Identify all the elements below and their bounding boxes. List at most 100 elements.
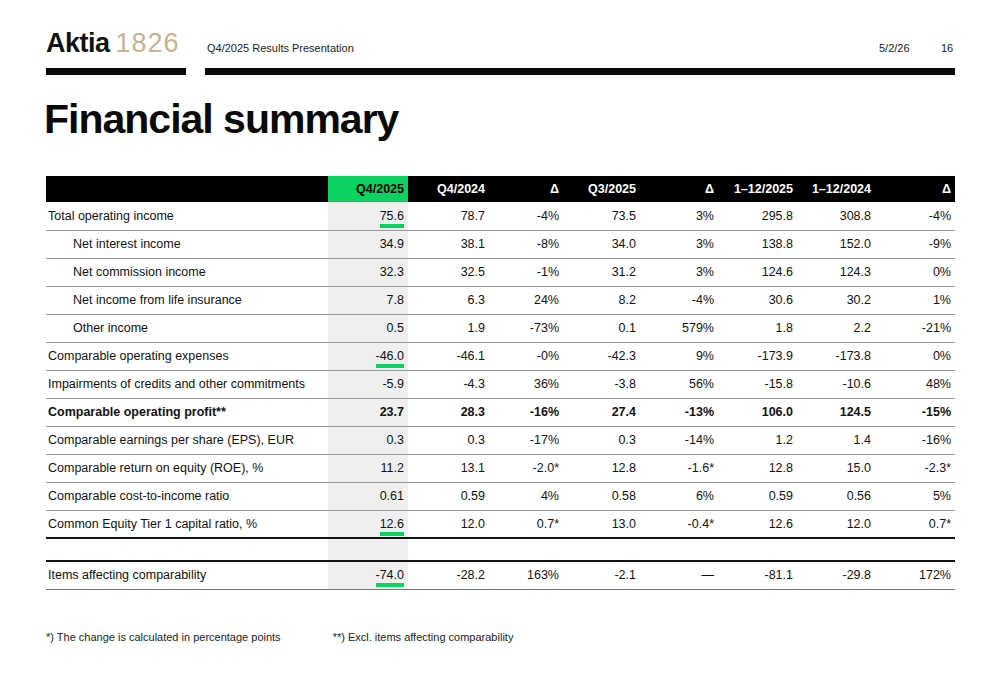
- cell-value: 124.3: [797, 258, 875, 286]
- cell-value: [875, 538, 955, 561]
- cell-value: 31.2: [563, 258, 640, 286]
- cell-value: 28.3: [408, 398, 489, 426]
- cell-value: 34.9: [328, 230, 408, 258]
- cell-value: 13.0: [563, 510, 640, 538]
- highlighted-value: -74.0: [376, 568, 405, 587]
- table-row: Net commission income32.332.5-1%31.23%12…: [46, 258, 955, 286]
- cell-value: 0.1: [563, 314, 640, 342]
- cell-value: —: [640, 561, 718, 589]
- cell-value: -15%: [875, 398, 955, 426]
- cell-value: -74.0: [328, 561, 408, 589]
- table-row: Impairments of credits and other commitm…: [46, 370, 955, 398]
- cell-value: [718, 538, 797, 561]
- table-row: Net interest income34.938.1-8%34.03%138.…: [46, 230, 955, 258]
- cell-value: -14%: [640, 426, 718, 454]
- cell-value: -16%: [875, 426, 955, 454]
- cell-value: 308.8: [797, 202, 875, 230]
- cell-value: 12.6: [328, 510, 408, 538]
- cell-value: 0.7*: [875, 510, 955, 538]
- cell-value: 3%: [640, 230, 718, 258]
- table-row: Comparable cost-to-income ratio0.610.594…: [46, 482, 955, 510]
- column-header: 1–12/2025: [718, 176, 797, 202]
- cell-value: 12.8: [563, 454, 640, 482]
- table-row: Other income0.51.9-73%0.1579%1.82.2-21%: [46, 314, 955, 342]
- column-header: Q4/2024: [408, 176, 489, 202]
- cell-value: 0.59: [408, 482, 489, 510]
- row-label: Comparable earnings per share (EPS), EUR: [46, 426, 328, 454]
- spacer-row: [46, 538, 955, 561]
- cell-value: -46.0: [328, 342, 408, 370]
- cell-value: 0.7*: [489, 510, 563, 538]
- cell-value: -1%: [489, 258, 563, 286]
- cell-value: -29.8: [797, 561, 875, 589]
- cell-value: 6.3: [408, 286, 489, 314]
- cell-value: 1%: [875, 286, 955, 314]
- cell-value: 7.8: [328, 286, 408, 314]
- cell-value: 73.5: [563, 202, 640, 230]
- cell-value: -1.6*: [640, 454, 718, 482]
- cell-value: -0%: [489, 342, 563, 370]
- cell-value: 13.1: [408, 454, 489, 482]
- cell-value: -4%: [489, 202, 563, 230]
- cell-value: 36%: [489, 370, 563, 398]
- cell-value: -17%: [489, 426, 563, 454]
- cell-value: -81.1: [718, 561, 797, 589]
- cell-value: -42.3: [563, 342, 640, 370]
- cell-value: 75.6: [328, 202, 408, 230]
- cell-value: 38.1: [408, 230, 489, 258]
- cell-value: -2.1: [563, 561, 640, 589]
- header-divider-left: [46, 68, 186, 75]
- cell-value: 0.58: [563, 482, 640, 510]
- cell-value: -173.9: [718, 342, 797, 370]
- cell-value: 0.5: [328, 314, 408, 342]
- cell-value: 0%: [875, 258, 955, 286]
- cell-value: 0.3: [328, 426, 408, 454]
- cell-value: 0.56: [797, 482, 875, 510]
- table-row: Comparable operating expenses-46.0-46.1-…: [46, 342, 955, 370]
- column-header: Δ: [640, 176, 718, 202]
- cell-value: 0.3: [408, 426, 489, 454]
- cell-value: 32.3: [328, 258, 408, 286]
- financial-summary-table: Q4/2025Q4/2024ΔQ3/2025Δ1–12/20251–12/202…: [46, 176, 955, 590]
- cell-value: [797, 538, 875, 561]
- cell-value: -9%: [875, 230, 955, 258]
- column-header: Q3/2025: [563, 176, 640, 202]
- header-divider-right: [205, 68, 955, 75]
- footnotes: *) The change is calculated in percentag…: [46, 631, 513, 643]
- cell-value: 1.8: [718, 314, 797, 342]
- cell-value: 9%: [640, 342, 718, 370]
- cell-value: 56%: [640, 370, 718, 398]
- highlighted-value: 75.6: [380, 209, 404, 228]
- table-row: Net income from life insurance7.86.324%8…: [46, 286, 955, 314]
- row-label: Net commission income: [46, 258, 328, 286]
- cell-value: 23.7: [328, 398, 408, 426]
- cell-value: [563, 538, 640, 561]
- column-header: Δ: [489, 176, 563, 202]
- table-row: Items affecting comparability-74.0-28.21…: [46, 561, 955, 589]
- cell-value: -8%: [489, 230, 563, 258]
- cell-value: 12.6: [718, 510, 797, 538]
- cell-value: -5.9: [328, 370, 408, 398]
- cell-value: 78.7: [408, 202, 489, 230]
- row-label: Items affecting comparability: [46, 561, 328, 589]
- cell-value: -0.4*: [640, 510, 718, 538]
- cell-value: -73%: [489, 314, 563, 342]
- table-row: Total operating income75.678.7-4%73.53%2…: [46, 202, 955, 230]
- cell-value: 24%: [489, 286, 563, 314]
- cell-value: 172%: [875, 561, 955, 589]
- cell-value: 12.8: [718, 454, 797, 482]
- cell-value: -3.8: [563, 370, 640, 398]
- page-title: Financial summary: [44, 96, 398, 143]
- cell-value: 3%: [640, 202, 718, 230]
- cell-value: [640, 538, 718, 561]
- row-label: Comparable return on equity (ROE), %: [46, 454, 328, 482]
- aktia-logo: Aktia1826: [46, 28, 180, 59]
- row-label: [46, 538, 328, 561]
- logo-text: Aktia: [46, 28, 110, 58]
- page-number: 16: [941, 42, 953, 54]
- cell-value: 152.0: [797, 230, 875, 258]
- cell-value: 12.0: [408, 510, 489, 538]
- cell-value: 34.0: [563, 230, 640, 258]
- table-head-row: Q4/2025Q4/2024ΔQ3/2025Δ1–12/20251–12/202…: [46, 176, 955, 202]
- footnote-percentage-points: *) The change is calculated in percentag…: [46, 631, 281, 643]
